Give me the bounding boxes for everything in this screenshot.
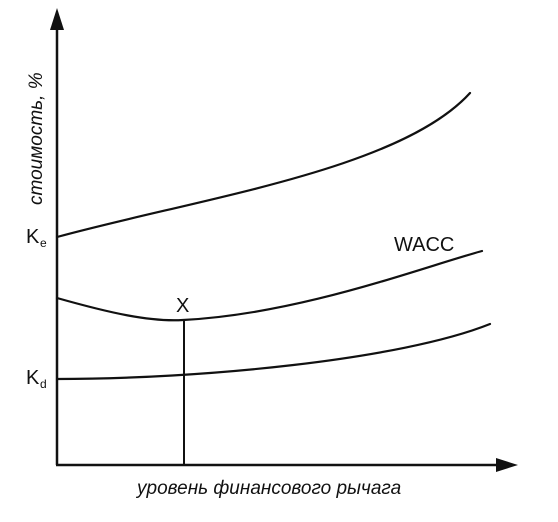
y-axis-label: стоимость, % bbox=[26, 72, 47, 205]
ke-subscript: e bbox=[40, 236, 47, 250]
ke-letter: K bbox=[26, 226, 40, 248]
y-axis-arrow bbox=[50, 8, 64, 30]
kd-subscript: d bbox=[40, 377, 47, 391]
x-axis-arrow bbox=[496, 458, 518, 472]
x-axis-label: уровень финансового рычага bbox=[135, 478, 401, 499]
cost-of-equity-curve bbox=[55, 91, 472, 239]
ke-label: K e bbox=[26, 226, 47, 250]
wacc-label: WACC bbox=[394, 234, 454, 256]
cost-of-debt-curve bbox=[55, 322, 492, 381]
kd-letter: K bbox=[26, 367, 40, 389]
wacc-curve bbox=[55, 249, 484, 322]
optimum-label: X bbox=[176, 295, 189, 317]
kd-label: K d bbox=[26, 367, 47, 391]
